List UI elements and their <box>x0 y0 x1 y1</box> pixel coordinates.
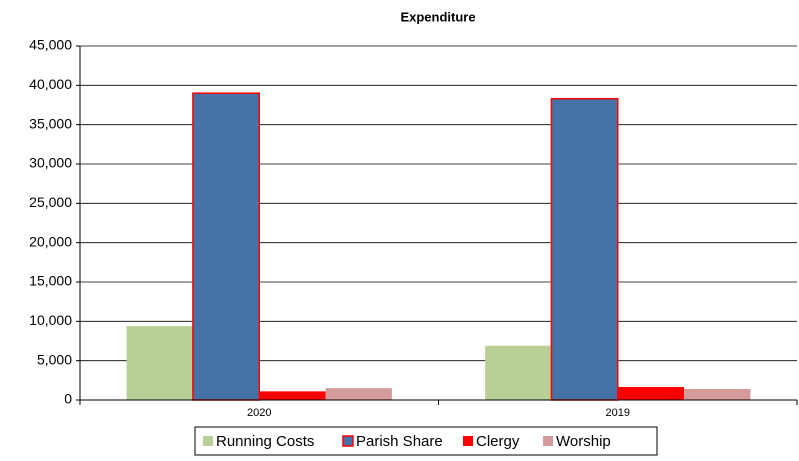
y-tick-label: 25,000 <box>29 194 72 210</box>
bar <box>325 388 392 400</box>
legend-label: Parish Share <box>356 433 443 450</box>
bar <box>684 388 751 400</box>
bar <box>126 326 193 400</box>
chart-title: Expenditure <box>400 9 475 24</box>
x-tick-label: 2019 <box>606 407 630 419</box>
y-tick-label: 20,000 <box>29 233 72 249</box>
y-tick-label: 0 <box>64 391 72 407</box>
legend-swatch <box>543 436 553 446</box>
y-tick-label: 30,000 <box>29 155 72 171</box>
y-tick-label: 10,000 <box>29 312 72 328</box>
legend-label: Running Costs <box>216 433 314 450</box>
y-tick-label: 5,000 <box>37 351 72 367</box>
y-tick-label: 15,000 <box>29 273 72 289</box>
legend-box <box>194 426 658 456</box>
bar <box>617 387 685 400</box>
legend-swatch <box>463 436 473 446</box>
y-tick-label: 40,000 <box>29 76 72 92</box>
legend-swatch <box>342 435 354 447</box>
x-tick-label: 2020 <box>247 407 271 419</box>
y-tick-label: 35,000 <box>29 115 72 131</box>
bar <box>192 92 261 401</box>
y-tick-label: 45,000 <box>29 37 72 53</box>
bar <box>550 97 619 401</box>
legend-label: Clergy <box>476 433 520 450</box>
bar <box>485 345 552 400</box>
legend-label: Worship <box>556 433 611 450</box>
legend-swatch <box>203 436 213 446</box>
bar <box>259 391 326 400</box>
